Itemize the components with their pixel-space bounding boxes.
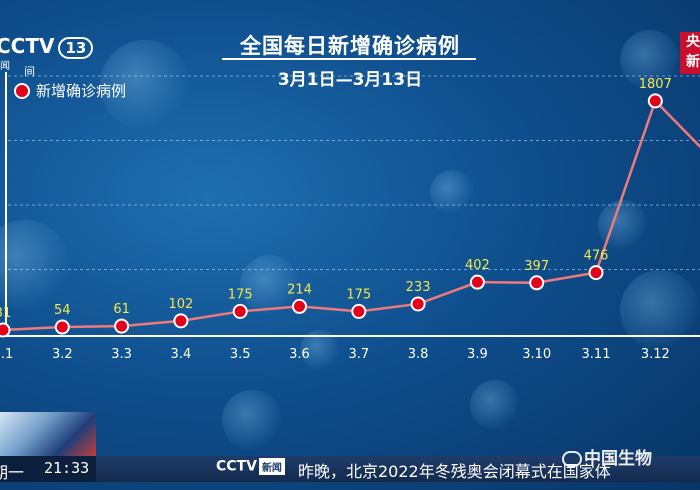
line-chart: 31 54 61 102 175 214 175 233 402 397 476 1807 3.1 3.2… — [0, 72, 700, 362]
legend-marker-icon — [14, 82, 30, 99]
virus-decoration — [430, 170, 474, 214]
data-point — [410, 296, 426, 312]
x-tick-label: 3.9 — [467, 347, 488, 362]
clock-time: 21:33 — [44, 459, 90, 477]
legend-label: 新增确诊病例 — [36, 82, 127, 100]
virus-decoration — [0, 220, 70, 310]
data-label: 214 — [287, 282, 312, 297]
data-label: 102 — [168, 297, 193, 312]
x-tick-label: 3.4 — [171, 347, 192, 362]
logo-subtext: 间 — [24, 65, 35, 78]
logo-text: CCTV — [0, 34, 55, 58]
data-label: 175 — [346, 287, 371, 302]
watermark-icon — [562, 451, 582, 467]
data-point — [647, 93, 663, 109]
source-watermark: 中国生物 — [562, 444, 652, 469]
data-label: 61 — [113, 302, 130, 317]
data-point — [292, 298, 307, 314]
data-point — [232, 303, 248, 319]
video-thumbnail — [0, 412, 96, 456]
data-point — [469, 274, 485, 290]
news-logo: CCTV 新闻 — [216, 458, 285, 475]
channel-logo: CCTV 13 — [0, 34, 94, 59]
x-tick-label: 3.12 — [641, 347, 670, 362]
news-logo-tag: 新闻 — [258, 458, 285, 475]
data-label: 402 — [465, 258, 490, 273]
data-point — [529, 275, 545, 291]
channel-number: 13 — [58, 37, 94, 59]
logo-subtext: 闻 — [0, 61, 10, 72]
chart-legend: 新增确诊病例 — [14, 80, 126, 101]
virus-decoration — [100, 40, 190, 130]
weekday-label: 期一 — [0, 463, 25, 482]
virus-decoration — [240, 255, 300, 315]
x-tick-label: 3.5 — [230, 347, 251, 362]
title-underline — [222, 58, 476, 60]
data-label: 476 — [584, 249, 609, 264]
x-tick-label: 3.3 — [111, 347, 132, 362]
virus-decoration — [470, 380, 520, 430]
x-tick-label: 3.6 — [289, 347, 310, 362]
data-label: 233 — [406, 280, 431, 295]
x-tick-label: 3.8 — [408, 347, 429, 362]
data-point — [351, 303, 367, 319]
x-tick-label: 3.11 — [582, 347, 611, 362]
time-panel — [0, 456, 96, 482]
data-label: 397 — [524, 259, 549, 274]
data-point — [54, 319, 70, 335]
x-tick-label: 3.1 — [0, 347, 13, 362]
x-tick-label: 3.7 — [348, 347, 369, 362]
data-label: 54 — [54, 303, 71, 318]
news-ticker-bar — [0, 456, 700, 482]
data-point — [173, 313, 189, 329]
data-label: 175 — [228, 287, 253, 302]
news-logo-text: CCTV — [216, 458, 257, 475]
watermark-text: 中国生物 — [584, 449, 652, 469]
data-point — [0, 322, 11, 338]
corner-badge: 央 新 — [680, 32, 700, 74]
data-point — [588, 265, 604, 281]
virus-decoration — [222, 390, 282, 450]
data-label: 31 — [0, 306, 11, 321]
data-point — [114, 318, 130, 334]
virus-decoration — [620, 30, 680, 90]
chart-subtitle: 3月1日—3月13日 — [277, 70, 423, 90]
ticker-text: 昨晚，北京2022年冬残奥会闭幕式在国家体 — [298, 462, 611, 481]
chart-title: 全国每日新增确诊病例 — [240, 34, 460, 58]
data-label: 1807 — [639, 77, 672, 92]
x-tick-label: 3.10 — [522, 347, 551, 362]
x-tick-label: 3.2 — [52, 347, 73, 362]
